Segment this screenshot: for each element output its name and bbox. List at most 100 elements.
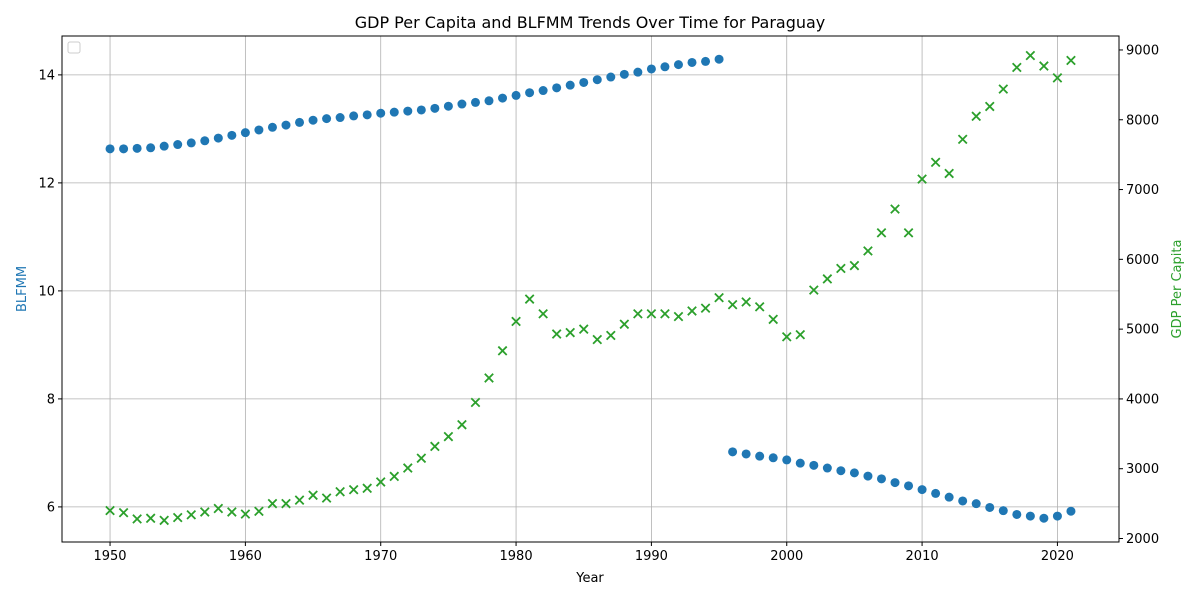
x-tick-label: 2000 bbox=[770, 549, 803, 564]
gdp-point bbox=[145, 513, 156, 524]
blfmm-point bbox=[511, 90, 521, 100]
gdp-point bbox=[443, 431, 454, 442]
gdp-point bbox=[836, 263, 846, 274]
blfmm-point bbox=[931, 488, 941, 498]
blfmm-point bbox=[335, 113, 345, 123]
marks-layer bbox=[105, 50, 1076, 526]
blfmm-point bbox=[741, 449, 751, 459]
gdp-point bbox=[714, 292, 724, 303]
gdp-point bbox=[863, 246, 873, 256]
blfmm-point bbox=[687, 57, 697, 67]
y-tick-label-left: 6 bbox=[47, 500, 55, 515]
gdp-point bbox=[321, 493, 332, 503]
x-axis-title: Year bbox=[575, 571, 604, 586]
blfmm-point bbox=[606, 72, 616, 82]
y-tick-label-left: 12 bbox=[38, 176, 55, 191]
blfmm-point bbox=[281, 120, 291, 130]
gdp-point bbox=[254, 506, 264, 517]
gdp-point bbox=[633, 308, 643, 319]
blfmm-point bbox=[890, 478, 900, 488]
y-tick-label-right: 4000 bbox=[1126, 392, 1159, 407]
gdp-point bbox=[172, 512, 183, 523]
blfmm-point bbox=[403, 106, 413, 116]
gdp-point bbox=[917, 174, 927, 184]
blfmm-point bbox=[484, 96, 494, 106]
blfmm-point bbox=[349, 111, 359, 121]
gdp-point bbox=[984, 101, 995, 112]
grid-layer bbox=[62, 36, 1119, 542]
blfmm-point bbox=[430, 103, 440, 113]
blfmm-point bbox=[782, 455, 792, 465]
blfmm-point bbox=[186, 138, 196, 148]
blfmm-point bbox=[119, 144, 129, 154]
gdp-point bbox=[524, 294, 535, 304]
blfmm-point bbox=[267, 122, 277, 132]
blfmm-point bbox=[904, 481, 914, 491]
x-tick-label: 2010 bbox=[906, 549, 939, 564]
blfmm-point bbox=[159, 141, 169, 151]
gdp-point bbox=[470, 397, 481, 408]
gdp-point bbox=[551, 329, 562, 339]
x-tick-label: 1950 bbox=[93, 549, 126, 564]
gdp-point bbox=[687, 306, 697, 316]
gdp-point bbox=[511, 316, 521, 327]
gdp-point bbox=[660, 308, 670, 319]
gdp-point bbox=[213, 503, 224, 514]
blfmm-point bbox=[619, 69, 629, 79]
gdp-point bbox=[890, 204, 900, 214]
blfmm-point bbox=[998, 506, 1008, 516]
gdp-point bbox=[457, 419, 467, 430]
gdp-point bbox=[592, 334, 603, 345]
blfmm-point bbox=[308, 115, 318, 125]
chart-title: GDP Per Capita and BLFMM Trends Over Tim… bbox=[355, 13, 826, 32]
blfmm-point bbox=[755, 451, 765, 461]
gdp-point bbox=[294, 495, 305, 505]
blfmm-point bbox=[213, 133, 223, 143]
blfmm-point bbox=[227, 130, 237, 140]
y-tick-label-right: 7000 bbox=[1126, 183, 1159, 198]
blfmm-point bbox=[579, 77, 589, 87]
plot-frame bbox=[61, 35, 1120, 543]
gdp-point bbox=[538, 308, 548, 319]
y-tick-label-left: 10 bbox=[38, 284, 55, 299]
gdp-point bbox=[375, 477, 386, 487]
gdp-point bbox=[1011, 62, 1022, 73]
y-axis-title-right: GDP Per Capita bbox=[1170, 240, 1185, 339]
gdp-point bbox=[281, 498, 291, 509]
gdp-point bbox=[1039, 61, 1049, 71]
gdp-point bbox=[822, 274, 833, 284]
gdp-point bbox=[700, 303, 711, 314]
blfmm-point bbox=[1066, 506, 1076, 516]
blfmm-point bbox=[944, 492, 954, 502]
gdp-point bbox=[267, 498, 278, 509]
blfmm-point bbox=[1012, 509, 1022, 519]
y-tick-label-right: 9000 bbox=[1126, 43, 1159, 58]
gdp-point bbox=[1052, 73, 1063, 83]
blfmm-point bbox=[958, 496, 968, 506]
blfmm-point bbox=[322, 114, 332, 124]
blfmm-point bbox=[701, 56, 711, 66]
gdp-point bbox=[957, 134, 968, 145]
gdp-point bbox=[132, 514, 142, 524]
blfmm-point bbox=[240, 128, 250, 138]
gdp-point bbox=[903, 227, 914, 238]
gdp-point bbox=[619, 319, 630, 330]
gdp-point bbox=[1025, 50, 1036, 61]
y-tick-label-left: 14 bbox=[38, 68, 55, 83]
y-tick-label-right: 2000 bbox=[1126, 532, 1159, 547]
blfmm-point bbox=[552, 83, 562, 93]
blfmm-point bbox=[822, 463, 832, 473]
blfmm-point bbox=[132, 143, 142, 153]
blfmm-point bbox=[105, 144, 115, 154]
gdp-point bbox=[646, 308, 657, 319]
blfmm-point bbox=[714, 54, 724, 64]
blfmm-point bbox=[525, 88, 535, 98]
y-tick-label-left: 8 bbox=[47, 392, 55, 407]
y-tick-label-right: 3000 bbox=[1126, 462, 1159, 477]
gdp-point bbox=[497, 345, 508, 356]
blfmm-point bbox=[565, 80, 575, 90]
gdp-point bbox=[605, 330, 616, 341]
blfmm-point bbox=[809, 460, 819, 470]
